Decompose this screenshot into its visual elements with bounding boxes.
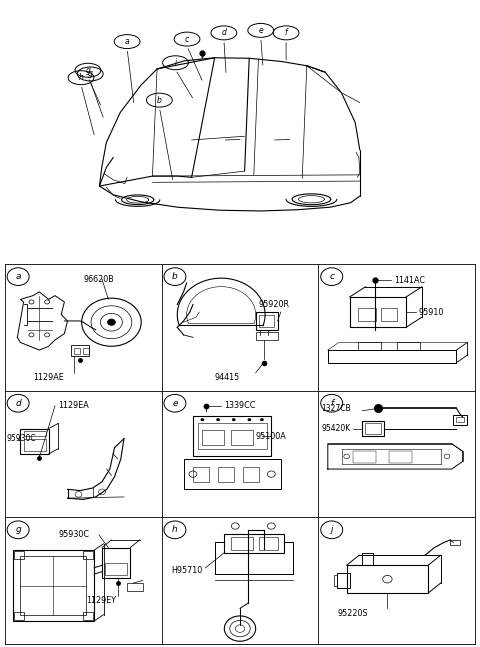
Text: 95930C: 95930C (6, 434, 36, 443)
Text: d: d (15, 399, 21, 408)
Bar (83, 347, 89, 354)
Text: b: b (172, 272, 178, 281)
Text: h: h (79, 73, 84, 82)
Bar (127, 583, 143, 591)
Bar (358, 342, 381, 350)
Text: d: d (221, 28, 226, 38)
Text: 1129EY: 1129EY (86, 597, 116, 605)
Bar (193, 416, 271, 456)
Bar (12, 550, 94, 621)
Bar (453, 415, 468, 424)
Text: 1339CC: 1339CC (224, 401, 256, 410)
Text: 1129EA: 1129EA (58, 401, 89, 410)
Bar (105, 563, 127, 575)
Bar (21, 556, 86, 615)
Text: g: g (88, 69, 93, 78)
Bar (74, 347, 80, 354)
Bar (193, 466, 209, 482)
Bar (362, 421, 384, 436)
Bar (397, 342, 420, 350)
Text: 95220S: 95220S (337, 609, 368, 618)
Text: g: g (15, 525, 21, 534)
Bar (381, 308, 397, 321)
Bar (224, 534, 284, 553)
Text: 95930C: 95930C (58, 531, 89, 540)
Text: 96620B: 96620B (83, 275, 114, 283)
Bar (353, 452, 376, 463)
Bar (337, 573, 350, 588)
Text: c: c (185, 34, 189, 43)
Bar (203, 430, 224, 445)
Bar (24, 439, 46, 452)
Bar (71, 345, 89, 356)
Bar (456, 417, 464, 422)
Bar (198, 424, 267, 449)
Bar (450, 540, 459, 545)
Text: 95920R: 95920R (259, 300, 290, 309)
Circle shape (108, 319, 115, 325)
Text: j: j (330, 525, 333, 534)
Bar (256, 333, 277, 340)
Bar (259, 314, 275, 327)
Text: c: c (329, 272, 334, 281)
Bar (183, 459, 281, 489)
Bar (14, 612, 24, 620)
Bar (24, 431, 46, 436)
Text: g: g (85, 66, 90, 75)
Bar (259, 538, 277, 550)
Bar (102, 547, 130, 578)
Bar (365, 424, 381, 433)
Text: 95420K: 95420K (322, 424, 351, 433)
Text: 95910: 95910 (419, 307, 444, 316)
Bar (21, 428, 48, 454)
Circle shape (260, 418, 264, 421)
Bar (256, 312, 277, 330)
Bar (347, 565, 428, 593)
Text: 94415: 94415 (215, 373, 240, 382)
Bar (230, 538, 252, 550)
Bar (350, 297, 406, 327)
Circle shape (248, 418, 252, 421)
Text: f: f (330, 399, 333, 408)
Circle shape (216, 418, 220, 421)
Bar (389, 452, 412, 463)
Text: a: a (15, 272, 21, 281)
Text: H95710: H95710 (171, 566, 202, 575)
Circle shape (232, 418, 236, 421)
Bar (83, 551, 93, 559)
Text: f: f (285, 28, 288, 38)
Circle shape (201, 418, 204, 421)
Bar (218, 466, 234, 482)
Text: a: a (125, 37, 130, 46)
Bar (230, 430, 252, 445)
Text: b: b (157, 96, 162, 105)
Bar (243, 466, 259, 482)
Text: e: e (258, 26, 263, 35)
Text: h: h (172, 525, 178, 534)
Text: e: e (172, 399, 178, 408)
Text: i: i (174, 58, 177, 67)
Text: 1327CB: 1327CB (322, 404, 351, 413)
Text: 1129AE: 1129AE (33, 373, 64, 382)
Bar (83, 612, 93, 620)
Text: 95100A: 95100A (256, 432, 287, 441)
Bar (358, 308, 376, 321)
Text: 1141AC: 1141AC (394, 276, 425, 285)
Bar (14, 551, 24, 559)
